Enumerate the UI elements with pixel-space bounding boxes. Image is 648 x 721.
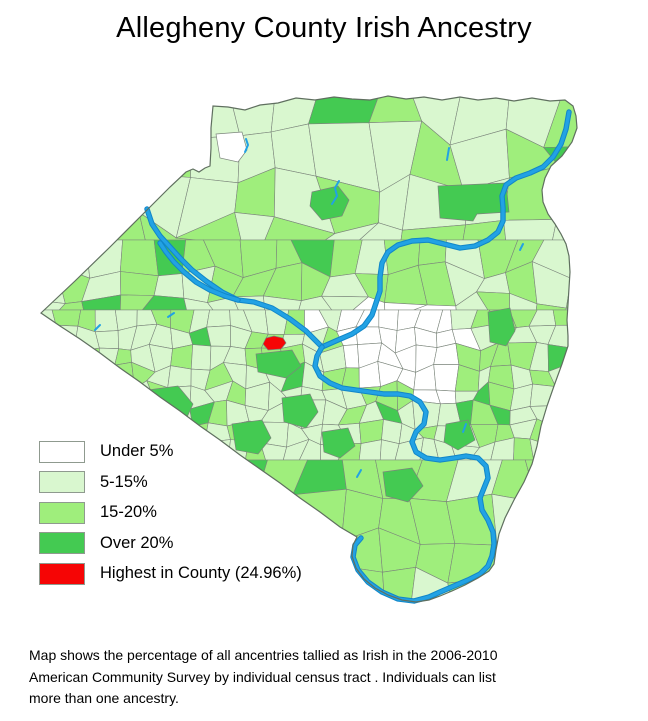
rivers [94, 109, 572, 604]
monongahela-river [313, 345, 496, 603]
legend: Under 5% 5-15% 15-20% Over 20% Highest i… [39, 440, 302, 593]
legend-label-5-15: 5-15% [100, 472, 148, 491]
legend-label-highest: Highest in County (24.96%) [100, 564, 302, 583]
stream-0 [244, 138, 249, 153]
page-title: Allegheny County Irish Ancestry [116, 12, 532, 44]
legend-swatch-15-20 [39, 501, 85, 524]
legend-item-under-5: Under 5% [39, 440, 302, 463]
stream-7 [94, 324, 101, 331]
legend-item-5-15: 5-15% [39, 471, 302, 494]
county-outline [40, 95, 578, 603]
legend-item-15-20: 15-20% [39, 501, 302, 524]
legend-label-15-20: 15-20% [100, 503, 157, 522]
stream-6 [462, 423, 467, 433]
stream-1 [331, 180, 340, 205]
legend-item-over-20: Over 20% [39, 532, 302, 555]
legend-swatch-under-5 [39, 440, 85, 463]
legend-label-under-5: Under 5% [100, 442, 174, 460]
legend-item-highest: Highest in County (24.96%) [39, 562, 302, 585]
stream-5 [356, 469, 362, 478]
map-caption: Map shows the percentage of all ancentri… [29, 647, 498, 706]
stream-3 [519, 243, 524, 251]
ohio-river [145, 207, 324, 349]
stream-4 [167, 312, 175, 318]
legend-label-over-20: Over 20% [100, 533, 174, 552]
legend-swatch-over-20 [39, 532, 85, 555]
allegheny-river [320, 110, 571, 349]
legend-swatch-highest [39, 562, 85, 585]
legend-swatch-5-15 [39, 471, 85, 494]
ohio-back-channel [158, 241, 240, 302]
highest-tract-marker [262, 335, 287, 351]
stream-2 [446, 147, 450, 161]
